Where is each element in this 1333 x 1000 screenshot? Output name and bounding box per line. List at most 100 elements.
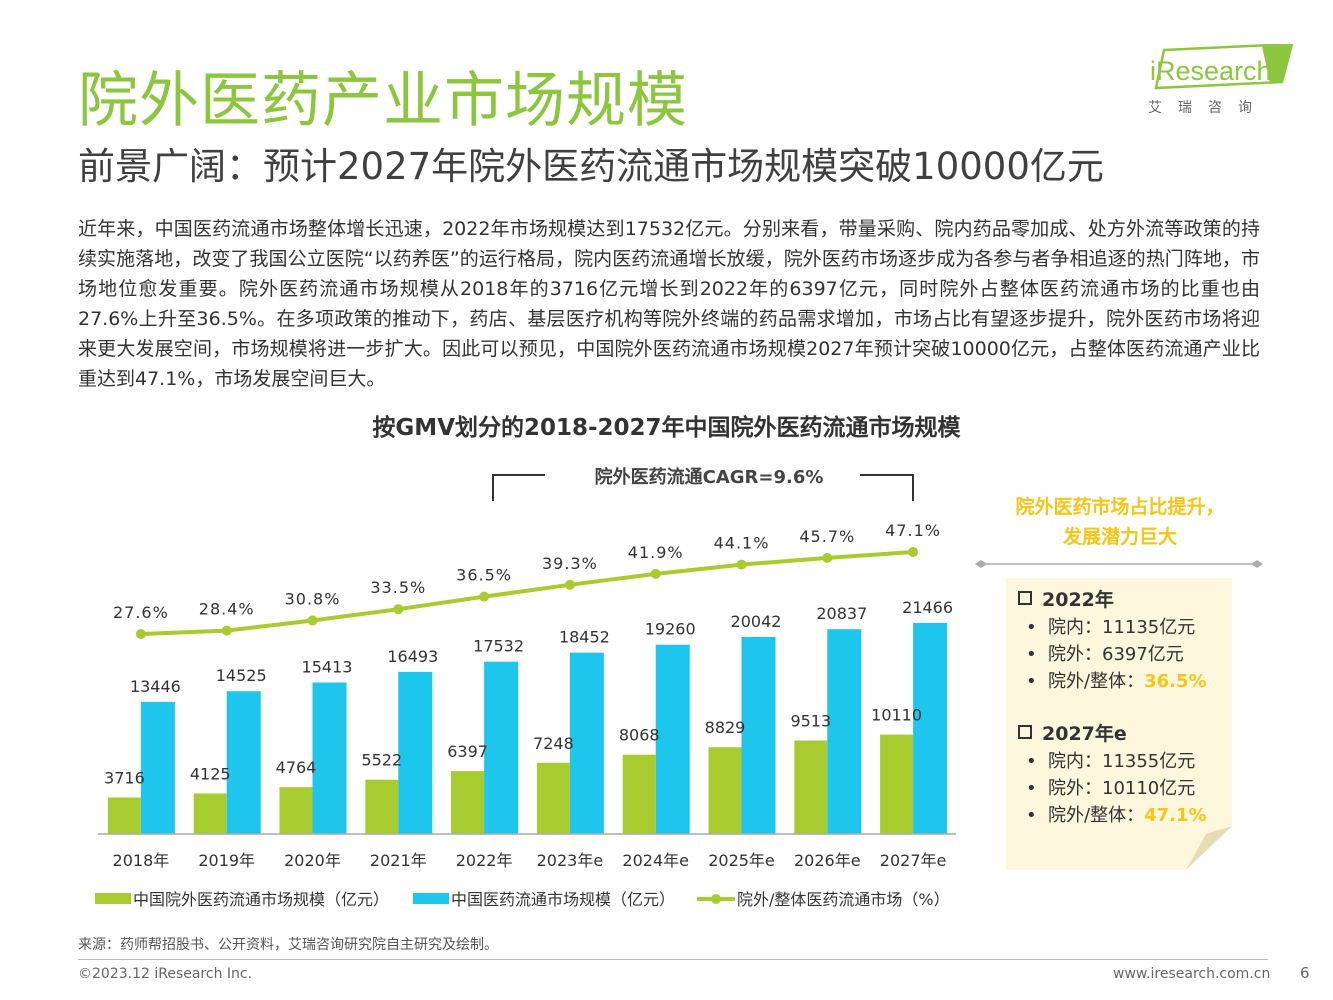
page-title: 院外医药产业市场规模 (78, 66, 688, 136)
bar-outer-label-6: 8068 (619, 726, 660, 745)
bar-outer-0 (107, 797, 141, 834)
ratio-point-9 (908, 547, 919, 557)
x-tick-8: 2026年e (794, 851, 861, 870)
ratio-point-6 (650, 568, 661, 579)
ratio-label-6: 41.9% (628, 543, 684, 562)
logo-name: iResearch (1150, 56, 1272, 86)
bar-outer-label-4: 6397 (447, 742, 488, 761)
bar-total-label-3: 16493 (387, 647, 438, 666)
info-2022-heading: 2022年 (1018, 586, 1207, 614)
body-text: 近年来，中国医药流通市场整体增长迅速，2022年市场规模达到17532亿元。分别… (78, 218, 1260, 390)
bar-outer-4 (451, 771, 485, 834)
bar-outer-1 (193, 793, 227, 834)
ratio-point-8 (822, 552, 833, 563)
bar-total-label-7: 20042 (731, 612, 782, 631)
bar-outer-label-8: 9513 (790, 711, 831, 730)
bar-total-label-9: 21466 (902, 598, 953, 617)
x-tick-4: 2022年 (456, 851, 513, 870)
bar-total-label-4: 17532 (473, 637, 524, 656)
ratio-label-4: 36.5% (456, 566, 512, 585)
x-tick-0: 2018年 (113, 851, 170, 870)
cagr-bracket: 院外医药流通CAGR=9.6% (492, 466, 914, 501)
bar-outer-5 (536, 762, 570, 834)
bar-total-9 (913, 623, 948, 834)
divider-arrow (975, 560, 1263, 568)
footer-divider (78, 959, 1268, 960)
bar-total-0 (140, 701, 175, 834)
copyright: ©2023.12 iResearch Inc. (78, 966, 253, 982)
legend-total-label: 中国医药流通市场规模（亿元） (451, 890, 675, 909)
bar-total-label-6: 19260 (645, 620, 696, 639)
legend-total-swatch (413, 893, 449, 904)
ratio-point-5 (564, 579, 575, 590)
legend-ratio-label: 院外/整体医药流通市场（%） (737, 890, 950, 909)
ratio-point-7 (736, 559, 747, 570)
info-2022-inner: • 院内：11135亿元 (1026, 617, 1196, 638)
x-tick-2: 2020年 (284, 851, 341, 870)
info-2027-inner: • 院内：11355亿元 (1026, 751, 1196, 772)
info-2027-heading: 2027年e (1018, 720, 1207, 748)
x-tick-3: 2021年 (370, 851, 427, 870)
side-note: 院外医药市场占比提升， 发展潜力巨大 (970, 492, 1270, 552)
ratio-point-2 (307, 615, 318, 626)
x-tick-6: 2024年e (622, 851, 689, 870)
page-fold-corner (1186, 826, 1232, 870)
ratio-point-0 (135, 629, 146, 639)
side-note-line2: 发展潜力巨大 (1062, 526, 1177, 548)
x-tick-1: 2019年 (198, 851, 255, 870)
bar-total-label-1: 14525 (216, 666, 267, 685)
info-2027-ratio: • 院外/整体：47.1% (1026, 805, 1207, 826)
ratio-point-1 (221, 625, 232, 636)
info-2027: 2027年e • 院内：11355亿元 • 院外：10110亿元 • 院外/整体：47… (1018, 720, 1207, 829)
page-subtitle: 前景广阔：预计2027年院外医药流通市场规模突破10000亿元 (78, 145, 1104, 188)
bar-total-4 (484, 661, 519, 834)
ratio-label-1: 28.4% (199, 600, 255, 619)
ratio-label-2: 30.8% (285, 590, 341, 609)
x-tick-9: 2027年e (880, 851, 947, 870)
bar-outer-7 (708, 747, 742, 834)
info-box (1006, 578, 1232, 870)
legend-outer-swatch (95, 893, 131, 904)
cagr-label: 院外医药流通CAGR=9.6% (595, 466, 824, 488)
bar-total-label-0: 13446 (130, 677, 181, 696)
bar-total-label-8: 20837 (816, 604, 867, 623)
ratio-label-5: 39.3% (542, 554, 598, 573)
ratio-label-3: 33.5% (370, 578, 426, 597)
bar-outer-label-1: 4125 (190, 764, 231, 783)
x-tick-7: 2025年e (708, 851, 775, 870)
logo-subtitle: 艾瑞咨询 (1148, 100, 1268, 116)
bar-outer-label-9: 10110 (871, 706, 922, 725)
side-note-line1: 院外医药市场占比提升， (1015, 496, 1225, 518)
chart-title: 按GMV划分的2018-2027年中国院外医药流通市场规模 (372, 415, 961, 441)
ratio-label-9: 47.1% (885, 521, 941, 540)
x-tick-5: 2023年e (537, 851, 604, 870)
market-size-chart: 院外医药流通CAGR=9.6% 3716 13446 4125 14525 4764 15… (95, 466, 956, 909)
bar-outer-label-3: 5522 (361, 751, 402, 770)
bar-total-2 (312, 682, 347, 834)
iresearch-logo (1154, 44, 1294, 90)
bar-total-7 (741, 636, 776, 834)
info-2022: 2022年 • 院内：11135亿元 • 院外：6397亿元 • 院外/整体：36.5… (1018, 586, 1207, 695)
bar-total-label-2: 15413 (302, 657, 353, 676)
ratio-point-4 (479, 591, 490, 602)
bar-outer-2 (279, 787, 313, 834)
ratio-label-8: 45.7% (799, 527, 855, 546)
info-2022-ratio: • 院外/整体：36.5% (1026, 671, 1207, 692)
bar-total-1 (226, 691, 261, 834)
bar-total-label-5: 18452 (559, 628, 610, 647)
ratio-label-7: 44.1% (714, 534, 770, 553)
bar-outer-label-5: 7248 (533, 734, 574, 753)
bar-outer-label-7: 8829 (705, 718, 746, 737)
info-2022-outer: • 院外：6397亿元 (1026, 644, 1184, 665)
bar-outer-8 (794, 740, 828, 834)
info-2027-outer: • 院外：10110亿元 (1026, 778, 1196, 799)
legend-ratio-marker (711, 894, 721, 904)
ratio-point-3 (393, 604, 404, 615)
bar-outer-3 (365, 779, 399, 834)
bar-outer-6 (622, 754, 656, 834)
page-number: 6 (1300, 964, 1310, 982)
bar-outer-label-2: 4764 (276, 758, 317, 777)
bar-total-5 (569, 652, 604, 834)
website-link[interactable]: www.iresearch.com.cn (1113, 966, 1271, 982)
bar-outer-9 (880, 734, 914, 834)
